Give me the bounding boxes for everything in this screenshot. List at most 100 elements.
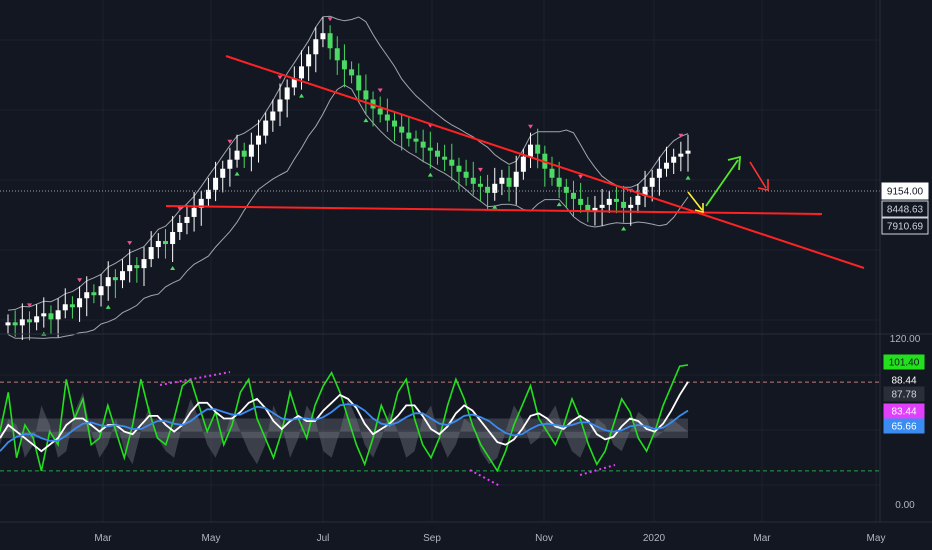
candle-body-10 <box>77 298 83 308</box>
bollinger-upper <box>7 15 689 311</box>
candle-body-23 <box>170 231 176 245</box>
fractal-bottom-68 <box>492 204 498 209</box>
candle-body-90 <box>649 177 655 187</box>
fractal-top-80 <box>578 174 584 179</box>
x-tick-2: Jul <box>317 533 330 544</box>
candle-body-6 <box>48 313 54 320</box>
candle-body-44 <box>320 33 326 40</box>
candle-body-38 <box>277 99 283 112</box>
candle-body-86 <box>621 201 627 208</box>
osc-axis-top-label: 120.00 <box>890 334 921 345</box>
candle-body-57 <box>413 138 419 142</box>
fractal-top-38 <box>277 75 283 80</box>
candle-body-45 <box>327 33 333 49</box>
fractal-bottom-14 <box>105 304 111 309</box>
candle-body-4 <box>34 316 40 323</box>
oscillator-panel[interactable] <box>0 364 880 487</box>
fractal-top-45 <box>327 17 333 22</box>
price-label-box-1 <box>881 200 929 218</box>
price-panel[interactable] <box>0 15 880 341</box>
osc-label-box-4 <box>883 418 925 434</box>
candle-body-35 <box>256 135 262 145</box>
fractal-bottom-32 <box>234 171 240 176</box>
candle-body-34 <box>248 144 254 157</box>
candle-body-71 <box>513 171 519 187</box>
price-label-2: 7910.69 <box>887 222 924 233</box>
candle-body-36 <box>263 120 269 136</box>
osc-label-box-0 <box>883 354 925 370</box>
x-tick-3: Sep <box>423 533 441 544</box>
candle-body-74 <box>535 144 541 154</box>
bollinger-lower <box>7 84 689 339</box>
candle-body-2 <box>19 319 25 326</box>
candle-body-31 <box>227 159 233 169</box>
candle-body-65 <box>470 177 476 184</box>
candle-body-33 <box>241 150 247 157</box>
candle-body-37 <box>270 111 276 121</box>
fractal-bottom-86 <box>621 226 627 231</box>
fractal-bottom-95 <box>685 175 691 180</box>
candle-body-39 <box>284 87 290 100</box>
candle-body-60 <box>434 150 440 157</box>
candle-body-63 <box>456 165 462 172</box>
candle-body-25 <box>184 216 190 223</box>
x-tick-0: Mar <box>94 533 112 544</box>
candle-body-40 <box>291 78 297 88</box>
candle-body-91 <box>656 168 662 178</box>
candle-body-79 <box>570 192 576 199</box>
candle-body-32 <box>234 150 240 160</box>
candle-body-29 <box>213 177 219 190</box>
candle-body-64 <box>463 171 469 178</box>
candle-body-58 <box>420 141 426 148</box>
candle-body-12 <box>91 292 97 296</box>
fractal-top-24 <box>177 206 183 211</box>
descending-trendline <box>225 55 865 269</box>
candle-body-61 <box>442 156 448 160</box>
candle-body-84 <box>606 198 612 205</box>
magenta-dots-2 <box>579 464 616 476</box>
candle-body-83 <box>599 204 605 208</box>
candle-body-48 <box>349 69 355 76</box>
candle-body-66 <box>477 183 483 187</box>
price-label-1: 8448.63 <box>887 205 924 216</box>
candle-body-43 <box>313 39 319 55</box>
osc-label-3: 83.44 <box>891 407 916 418</box>
candle-body-87 <box>628 204 634 208</box>
fractal-top-10 <box>77 278 83 283</box>
candle-body-17 <box>127 265 133 272</box>
candle-body-15 <box>112 277 118 281</box>
fractal-top-66 <box>477 167 483 172</box>
x-tick-6: Mar <box>753 533 771 544</box>
candle-body-94 <box>678 153 684 157</box>
candle-body-19 <box>141 259 147 269</box>
candle-body-72 <box>520 156 526 172</box>
osc-axis-bottom-label: 0.00 <box>895 500 915 511</box>
candle-body-46 <box>334 48 340 61</box>
fractal-top-3 <box>26 303 32 308</box>
candle-body-92 <box>664 162 670 169</box>
candle-body-14 <box>105 277 111 287</box>
candle-body-67 <box>485 186 491 193</box>
candle-body-13 <box>98 286 104 296</box>
candle-body-55 <box>399 126 405 133</box>
candle-body-41 <box>298 66 304 79</box>
candle-body-88 <box>635 195 641 205</box>
candle-body-73 <box>528 144 534 157</box>
osc-label-4: 65.66 <box>891 422 916 433</box>
candle-body-53 <box>384 114 390 121</box>
fractal-top-31 <box>227 139 233 144</box>
osc-label-2: 87.78 <box>891 390 916 401</box>
fractal-bottom-50 <box>363 118 369 123</box>
candle-body-68 <box>492 183 498 193</box>
candle-body-47 <box>341 60 347 70</box>
price-label-0: 9154.00 <box>887 187 924 198</box>
fractal-bottom-77 <box>556 202 562 207</box>
up-arrow <box>705 155 741 207</box>
candle-body-21 <box>155 241 161 248</box>
candle-body-93 <box>671 156 677 163</box>
candle-body-1 <box>12 322 18 326</box>
osc-label-box-2 <box>883 386 925 402</box>
